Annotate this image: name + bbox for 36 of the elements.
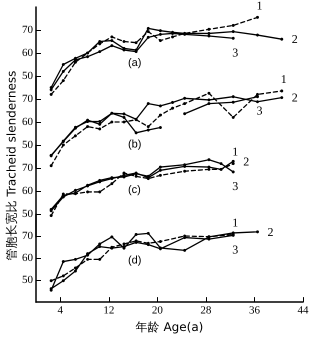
series-label: 3 [256, 104, 262, 118]
annotation: (d) [128, 254, 142, 266]
y-tick-label: 70 [22, 93, 34, 105]
y-tick-label: 60 [22, 252, 34, 264]
y-tick-label: 70 [22, 24, 34, 36]
y-tick-label: 50 [22, 274, 34, 286]
series-label: 2 [267, 224, 274, 239]
y-tick-label: 50 [22, 208, 34, 220]
series-label: 2 [243, 154, 250, 168]
series-label: 1 [280, 72, 287, 86]
y-tick-label: 70 [22, 162, 34, 174]
x-tick-label: 12 [103, 304, 114, 317]
series-label: 3 [232, 178, 238, 193]
x-tick-label: 36 [248, 304, 260, 317]
y-axis-title: 管胞长宽比 Tracheid slenderness [4, 70, 20, 262]
x-axis-title: 年龄 Age(a) [136, 320, 204, 334]
annotation: (b) [128, 138, 142, 150]
x-tick-label: 4 [58, 304, 64, 317]
y-tick-label: 60 [22, 185, 34, 197]
series-label: 3 [232, 242, 238, 256]
series-label: 3 [232, 45, 238, 60]
series-label: 1 [232, 144, 238, 159]
y-tick-label: 60 [22, 116, 34, 128]
series-label: 1 [256, 0, 262, 12]
series-label: 1 [232, 215, 238, 230]
x-tick-label: 44 [298, 304, 309, 317]
annotation: (a) [128, 57, 142, 70]
x-tick-label: 20 [152, 304, 164, 317]
series-label: 2 [292, 32, 298, 46]
y-tick-label: 70 [22, 230, 34, 242]
x-tick-label: 28 [200, 304, 212, 317]
y-tick-label: 60 [22, 47, 34, 59]
y-tick-label: 50 [22, 139, 34, 151]
y-tick-label: 50 [22, 70, 34, 82]
annotation: (c) [128, 184, 141, 196]
series-label: 2 [292, 90, 298, 105]
